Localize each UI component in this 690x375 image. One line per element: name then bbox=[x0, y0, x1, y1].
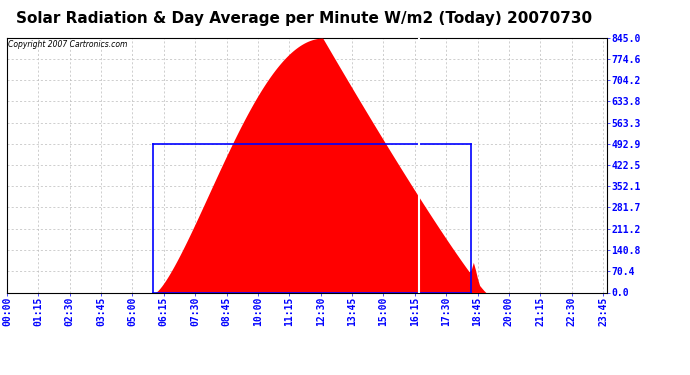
Text: Solar Radiation & Day Average per Minute W/m2 (Today) 20070730: Solar Radiation & Day Average per Minute… bbox=[16, 11, 591, 26]
Text: Copyright 2007 Cartronics.com: Copyright 2007 Cartronics.com bbox=[8, 40, 128, 49]
